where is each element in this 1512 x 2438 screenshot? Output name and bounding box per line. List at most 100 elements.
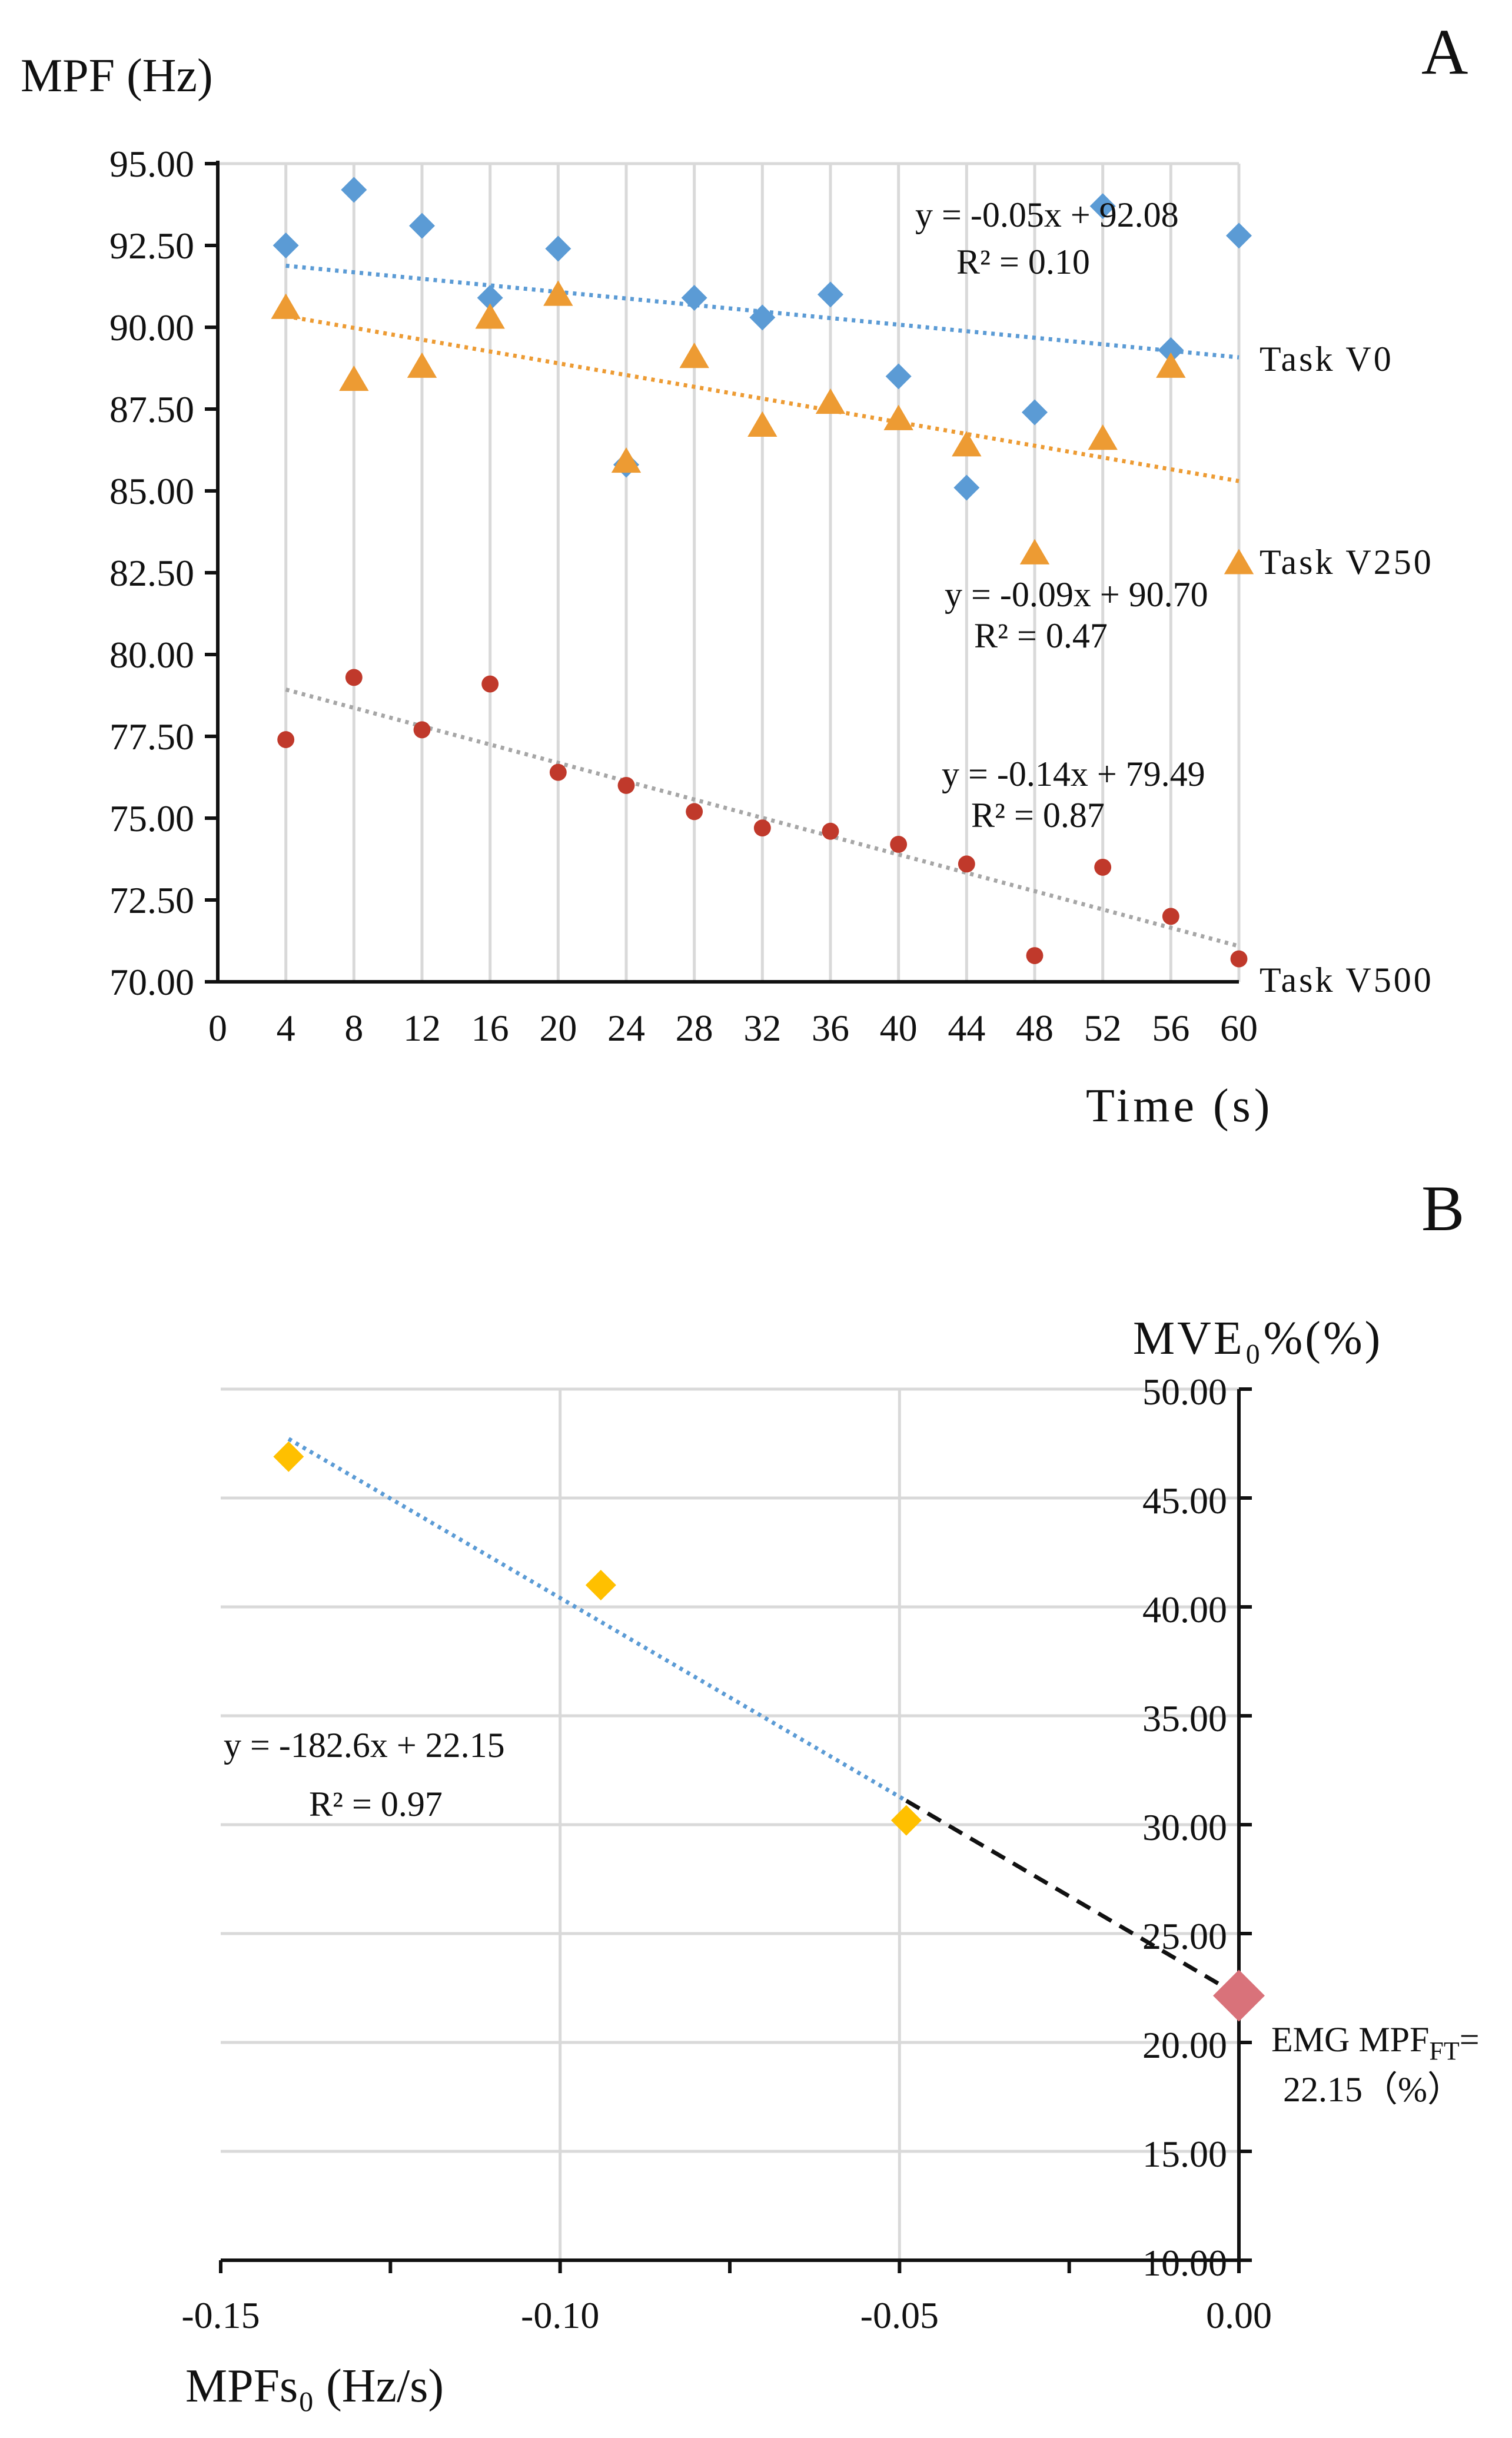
data-point-task-v250 bbox=[339, 365, 369, 391]
trend-equation-task-v500: y = -0.14x + 79.49 bbox=[942, 755, 1205, 793]
data-point-task-v250 bbox=[952, 431, 982, 457]
trend-r2-task-v0: R² = 0.10 bbox=[956, 243, 1090, 281]
panel-b-grid bbox=[221, 1387, 1239, 2260]
extrapolation-label-line1: EMG MPF bbox=[1271, 2020, 1429, 2059]
panel-b-y-tick-label: 50.00 bbox=[1142, 1371, 1227, 1413]
data-point-task-v0 bbox=[1158, 337, 1184, 363]
data-point-task-v250 bbox=[815, 388, 846, 414]
trend-r2-task-v250: R² = 0.47 bbox=[974, 616, 1108, 655]
panel-a-axes bbox=[216, 161, 1239, 984]
extrapolation-line bbox=[905, 1799, 1240, 1998]
data-point-task-v0 bbox=[409, 212, 435, 239]
panel-a-y-tick-label: 80.00 bbox=[109, 634, 194, 676]
data-point-mve0 bbox=[890, 1805, 922, 1836]
panel-a-y-tick-label: 77.50 bbox=[109, 716, 194, 758]
data-point-task-v0 bbox=[953, 474, 980, 501]
trend-r2-task-v500: R² = 0.87 bbox=[971, 796, 1105, 835]
data-point-task-v0 bbox=[545, 235, 571, 262]
panel-a-y-axis-title: MPF (Hz) bbox=[21, 50, 213, 102]
panel-b-y-tick-label: 20.00 bbox=[1142, 2024, 1227, 2066]
data-point-task-v250 bbox=[747, 411, 777, 437]
data-point-task-v500 bbox=[617, 776, 635, 794]
panel-b-trendlines bbox=[287, 1437, 1240, 1998]
panel-b-y-tick-label: 30.00 bbox=[1142, 1806, 1227, 1848]
data-point-task-v0 bbox=[681, 284, 707, 311]
panel-a-x-tick-label: 48 bbox=[1016, 1007, 1054, 1049]
data-point-task-v0 bbox=[1022, 399, 1048, 426]
panel-a-y-tick-label: 72.50 bbox=[109, 879, 194, 921]
data-point-task-v0 bbox=[273, 232, 299, 258]
data-point-task-v500 bbox=[890, 836, 908, 853]
data-point-task-v0 bbox=[477, 284, 503, 311]
data-point-task-v250 bbox=[407, 352, 437, 378]
data-point-task-v500 bbox=[1162, 908, 1179, 925]
data-point-task-v250 bbox=[475, 303, 505, 329]
panel-a-x-tick-label: 20 bbox=[539, 1007, 577, 1049]
panel-b-data-points bbox=[273, 1441, 1265, 2022]
data-point-task-v500 bbox=[958, 855, 975, 873]
panel-a-x-tick-label: 40 bbox=[880, 1007, 918, 1049]
data-point-task-v0 bbox=[341, 177, 367, 203]
data-point-task-v250 bbox=[543, 280, 573, 306]
extrapolation-label-equals: = bbox=[1460, 2020, 1480, 2059]
data-point-task-v500 bbox=[1230, 950, 1248, 968]
data-point-task-v500 bbox=[277, 731, 295, 749]
panel-a-data-points bbox=[271, 177, 1254, 968]
panel-b-x-tick-label: -0.05 bbox=[860, 2294, 939, 2336]
panel-a-chart: A MPF (Hz) Time (s) 95.00 92.50 90.00 87.50… bbox=[21, 16, 1468, 1132]
panel-a-x-tick-label: 16 bbox=[471, 1007, 509, 1049]
panel-a-x-tick-label: 36 bbox=[812, 1007, 849, 1049]
extrapolated-point bbox=[1213, 1969, 1265, 2022]
series-label-task-v500: Task V500 bbox=[1260, 961, 1434, 999]
panel-a-y-tick-label: 90.00 bbox=[109, 307, 194, 348]
data-point-task-v500 bbox=[549, 763, 567, 781]
panel-b-chart: B MVE₀%(%) MPFs₀ (Hz/s) 50.00 45.00 40.00 3… bbox=[181, 1173, 1479, 2412]
data-point-task-v500 bbox=[822, 822, 839, 840]
data-point-task-v250 bbox=[1019, 539, 1050, 564]
panel-a-x-tick-label: 32 bbox=[743, 1007, 781, 1049]
data-point-task-v0 bbox=[749, 304, 776, 331]
panel-a-x-tick-label: 8 bbox=[344, 1007, 363, 1049]
panel-a-x-tick-label: 60 bbox=[1220, 1007, 1258, 1049]
panel-a-label: A bbox=[1421, 16, 1468, 88]
panel-b-y-tick-label: 15.00 bbox=[1142, 2133, 1227, 2175]
data-point-task-v250 bbox=[679, 343, 709, 368]
panel-a-x-tick-label: 4 bbox=[277, 1007, 295, 1049]
panel-a-tick-labels: 95.00 92.50 90.00 87.50 85.00 82.50 80.00 77.50… bbox=[109, 143, 1258, 1049]
data-point-task-v0 bbox=[885, 363, 912, 390]
panel-b-y-tick-label: 10.00 bbox=[1142, 2242, 1227, 2284]
panel-b-x-tick-label: -0.15 bbox=[181, 2294, 260, 2336]
panel-a-grid bbox=[218, 162, 1241, 982]
panel-a-y-tick-label: 82.50 bbox=[109, 552, 194, 594]
panel-a-x-tick-label: 56 bbox=[1152, 1007, 1189, 1049]
panel-a-x-tick-label: 12 bbox=[403, 1007, 441, 1049]
data-point-mve0 bbox=[585, 1570, 616, 1600]
data-point-task-v0 bbox=[1089, 193, 1116, 220]
data-point-task-v250 bbox=[883, 404, 913, 430]
series-label-task-v0: Task V0 bbox=[1260, 340, 1394, 378]
panel-a-x-tick-label: 52 bbox=[1084, 1007, 1122, 1049]
panel-a-annotations: y = -0.05x + 92.08 R² = 0.10 Task V0 y =… bbox=[915, 195, 1434, 999]
data-point-task-v500 bbox=[1026, 947, 1044, 964]
panel-a-y-tick-label: 87.50 bbox=[109, 388, 194, 430]
panel-a-x-tick-label: 0 bbox=[208, 1007, 227, 1049]
extrapolation-label-subscript: FT bbox=[1429, 2037, 1459, 2065]
panel-a-y-tick-label: 92.50 bbox=[109, 225, 194, 267]
extrapolation-label: EMG MPFFT= bbox=[1271, 2020, 1480, 2065]
panel-a-y-tick-label: 95.00 bbox=[109, 143, 194, 185]
trendline-panel-b bbox=[287, 1437, 908, 1803]
series-label-task-v250: Task V250 bbox=[1260, 543, 1434, 582]
panel-a-x-tick-label: 44 bbox=[948, 1007, 985, 1049]
panel-a-x-tick-label: 28 bbox=[676, 1007, 713, 1049]
data-point-task-v500 bbox=[481, 675, 499, 693]
data-point-task-v500 bbox=[1094, 858, 1112, 876]
panel-b-y-tick-label: 45.00 bbox=[1142, 1480, 1227, 1522]
panel-a-y-tick-label: 75.00 bbox=[109, 798, 194, 839]
data-point-task-v250 bbox=[1224, 549, 1254, 574]
data-point-mve0 bbox=[273, 1441, 304, 1472]
panel-b-annotations: y = -182.6x + 22.15 R² = 0.97 EMG MPFFT=… bbox=[224, 1726, 1480, 2109]
data-point-task-v500 bbox=[686, 803, 703, 821]
panel-b-label: B bbox=[1421, 1173, 1464, 1244]
trend-equation-task-v250: y = -0.09x + 90.70 bbox=[945, 575, 1208, 614]
